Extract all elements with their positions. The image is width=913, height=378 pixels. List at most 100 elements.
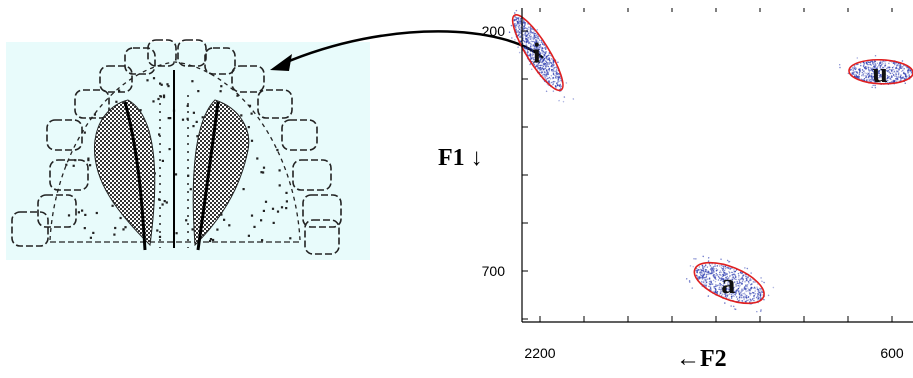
cloud-point: [895, 73, 897, 76]
cloud-point: [733, 295, 735, 298]
cloud-point: [526, 47, 529, 50]
cloud-point: [537, 37, 540, 40]
cloud-point: [886, 77, 888, 80]
cloud-point: [700, 272, 702, 274]
cloud-point: [543, 71, 546, 73]
cloud-point: [692, 265, 695, 268]
cloud-point: [536, 65, 539, 68]
cloud-point: [712, 275, 715, 277]
cloud-point: [874, 74, 876, 77]
cloud-point: [870, 68, 873, 70]
cloud-point: [545, 78, 548, 80]
cloud-point: [689, 265, 692, 267]
cloud-point: [874, 77, 876, 80]
cloud-point: [753, 295, 755, 298]
palate-dot: [67, 214, 71, 217]
cloud-point: [540, 71, 543, 74]
cloud-point: [734, 276, 737, 279]
palate-dot: [158, 133, 161, 136]
cloud-point: [874, 63, 876, 65]
cloud-point: [548, 58, 551, 61]
cloud-point: [552, 77, 555, 80]
cloud-point: [883, 75, 886, 77]
cloud-point: [732, 305, 735, 308]
cloud-point: [743, 298, 745, 300]
cloud-point: [724, 274, 727, 277]
cloud-point: [546, 63, 549, 66]
palate-dot: [192, 125, 195, 128]
cloud-point: [702, 281, 705, 283]
cloud-point: [737, 276, 740, 278]
cloud-point: [534, 32, 537, 35]
cloud-point: [886, 75, 889, 77]
cloud-point: [867, 66, 869, 68]
cloud-point: [524, 24, 526, 26]
cloud-point: [854, 68, 857, 71]
cloud-point: [527, 26, 530, 29]
palate-dot: [264, 200, 268, 203]
cloud-point: [732, 290, 735, 292]
cloud-point: [880, 74, 882, 76]
cloud-point: [536, 61, 538, 64]
cloud-point: [515, 28, 517, 31]
cloud-point: [721, 291, 723, 293]
cloud-point: [871, 60, 873, 63]
cloud-point: [751, 298, 754, 300]
cloud-point: [540, 41, 543, 44]
cloud-point: [531, 49, 534, 52]
cloud-point: [536, 58, 539, 61]
cloud-point: [557, 79, 560, 82]
cloud-point: [728, 293, 731, 295]
cloud-point: [533, 42, 536, 45]
cloud-point: [895, 77, 897, 80]
cloud-point: [883, 60, 885, 63]
cloud-point: [522, 21, 525, 23]
contact-line-left: [123, 101, 147, 251]
cloud-point: [517, 30, 520, 32]
cloud-point: [877, 77, 879, 79]
cloud-point: [704, 264, 707, 267]
cloud-point: [875, 67, 877, 70]
cloud-point: [869, 63, 871, 66]
cloud-point: [722, 287, 724, 289]
cloud-point: [899, 75, 902, 78]
tooth: [147, 39, 177, 67]
cloud-point: [554, 75, 557, 78]
cloud-point: [733, 269, 735, 271]
cloud-point: [757, 293, 760, 296]
palate-dot: [242, 188, 245, 191]
palate-dot: [152, 77, 156, 80]
cloud-point: [858, 76, 860, 78]
cloud-point: [889, 78, 891, 80]
cloud-point: [730, 305, 732, 307]
cloud-point: [873, 72, 875, 74]
cloud-point: [552, 64, 555, 67]
cloud-point: [726, 278, 729, 281]
cloud-point: [710, 272, 713, 275]
cloud-point: [536, 35, 539, 38]
cloud-point: [536, 42, 538, 44]
cloud-point: [522, 45, 525, 48]
cloud-point: [539, 56, 541, 58]
cloud-point: [713, 271, 715, 273]
cloud-point: [699, 268, 702, 271]
cloud-point: [895, 67, 897, 69]
palate-dot: [152, 100, 155, 103]
cloud-point: [759, 310, 762, 313]
cloud-point: [882, 62, 884, 65]
cloud-point: [530, 47, 533, 50]
cloud-point: [898, 68, 900, 70]
cloud-point: [760, 290, 763, 293]
cloud-point: [709, 272, 712, 275]
tongue-contact-left: [93, 99, 156, 247]
cloud-point: [730, 293, 733, 296]
cloud-point: [772, 286, 775, 289]
cloud-point: [853, 66, 855, 68]
cloud-point: [544, 52, 547, 55]
cloud-point: [533, 37, 536, 40]
cloud-point: [533, 40, 536, 43]
palate-dot: [167, 117, 170, 120]
cloud-point: [535, 45, 538, 48]
cloud-point: [863, 78, 866, 80]
cloud-point: [894, 63, 896, 66]
